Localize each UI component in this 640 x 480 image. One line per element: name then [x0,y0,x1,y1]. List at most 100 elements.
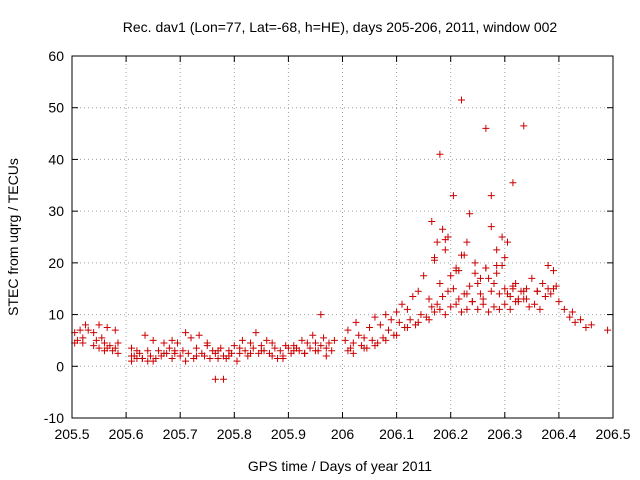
x-tick-label: 205.6 [109,426,144,442]
data-point [504,238,512,246]
x-tick-label: 205.7 [163,426,198,442]
data-point [506,292,514,300]
data-point [452,300,460,308]
data-point [90,329,98,337]
data-point [344,326,352,334]
data-point [520,287,528,295]
data-point [149,336,157,344]
y-tick-label: 30 [48,203,64,219]
data-point [463,238,471,246]
data-point [403,324,411,331]
data-point [317,311,325,319]
data-point [95,321,103,329]
data-point [344,347,352,355]
data-point [352,318,360,326]
data-point [155,347,163,355]
chart-title: Rec. dav1 (Lon=77, Lat=-68, h=HE), days … [123,19,558,35]
data-point [449,192,457,200]
data-point [106,342,114,350]
data-point [279,355,287,363]
data-point [195,331,203,339]
data-point [165,344,173,352]
data-point [436,280,444,288]
data-point [425,316,433,324]
data-point [466,282,474,290]
data-point [393,308,401,316]
data-point [485,308,493,316]
data-point [512,280,520,288]
data-point [525,303,533,311]
data-point [371,342,379,350]
data-point [355,331,363,339]
x-tick-label: 205.8 [217,426,252,442]
data-point [138,355,146,363]
data-point [301,349,309,357]
data-point [111,344,119,352]
data-point [311,339,319,347]
data-point [485,274,493,282]
data-point [238,336,246,344]
data-point [82,321,90,329]
y-tick-label: 40 [48,151,64,167]
data-point [322,352,330,360]
data-point [560,305,568,313]
data-point [463,305,471,313]
data-point [460,251,468,259]
data-point [236,344,244,352]
x-tick-label: 206.4 [541,426,576,442]
x-axis-ticks: 205.5 205.6 205.7 205.8 205.9 206 206.1 206.2 20… [54,56,631,442]
data-point [284,344,292,352]
data-point [325,339,333,347]
data-point [111,326,119,334]
data-point [330,336,338,344]
data-point [474,305,482,313]
data-point [433,300,441,308]
data-point [128,344,136,352]
data-point [433,238,441,246]
data-point [98,334,106,342]
data-point [441,246,449,254]
data-point [568,308,576,316]
x-tick-label: 205.9 [271,426,306,442]
data-point [187,334,195,342]
data-point [414,287,422,295]
data-point [509,285,517,293]
data-point [487,287,495,295]
data-point [566,313,574,321]
data-point [528,274,536,282]
data-point [290,347,298,355]
data-point [252,329,260,337]
x-tick-label: 206.1 [379,426,414,442]
data-point [95,344,103,352]
data-point [541,292,549,300]
data-point [430,308,438,316]
data-point [428,303,436,311]
data-point [382,311,390,319]
data-point [182,357,190,365]
data-point [547,290,555,298]
data-point [549,285,557,293]
data-point [214,347,222,355]
data-point [230,342,238,350]
data-point [430,256,438,264]
y-axis-label: STEC from uqrg / TECUs [5,158,21,316]
data-point [482,124,490,132]
data-point [92,336,100,344]
data-point [536,305,544,313]
data-point [476,274,484,282]
data-point [268,339,276,347]
data-point [441,311,449,319]
y-tick-label: 0 [56,358,64,374]
data-point [276,347,284,355]
data-point [474,280,482,288]
x-tick-label: 206.5 [595,426,630,442]
data-point [604,326,612,334]
data-point [328,347,336,355]
data-point [436,305,444,313]
data-point [149,357,157,365]
x-axis-label: GPS time / Days of year 2011 [248,458,432,474]
data-point [241,347,249,355]
data-point [76,326,84,334]
data-point [447,272,455,280]
